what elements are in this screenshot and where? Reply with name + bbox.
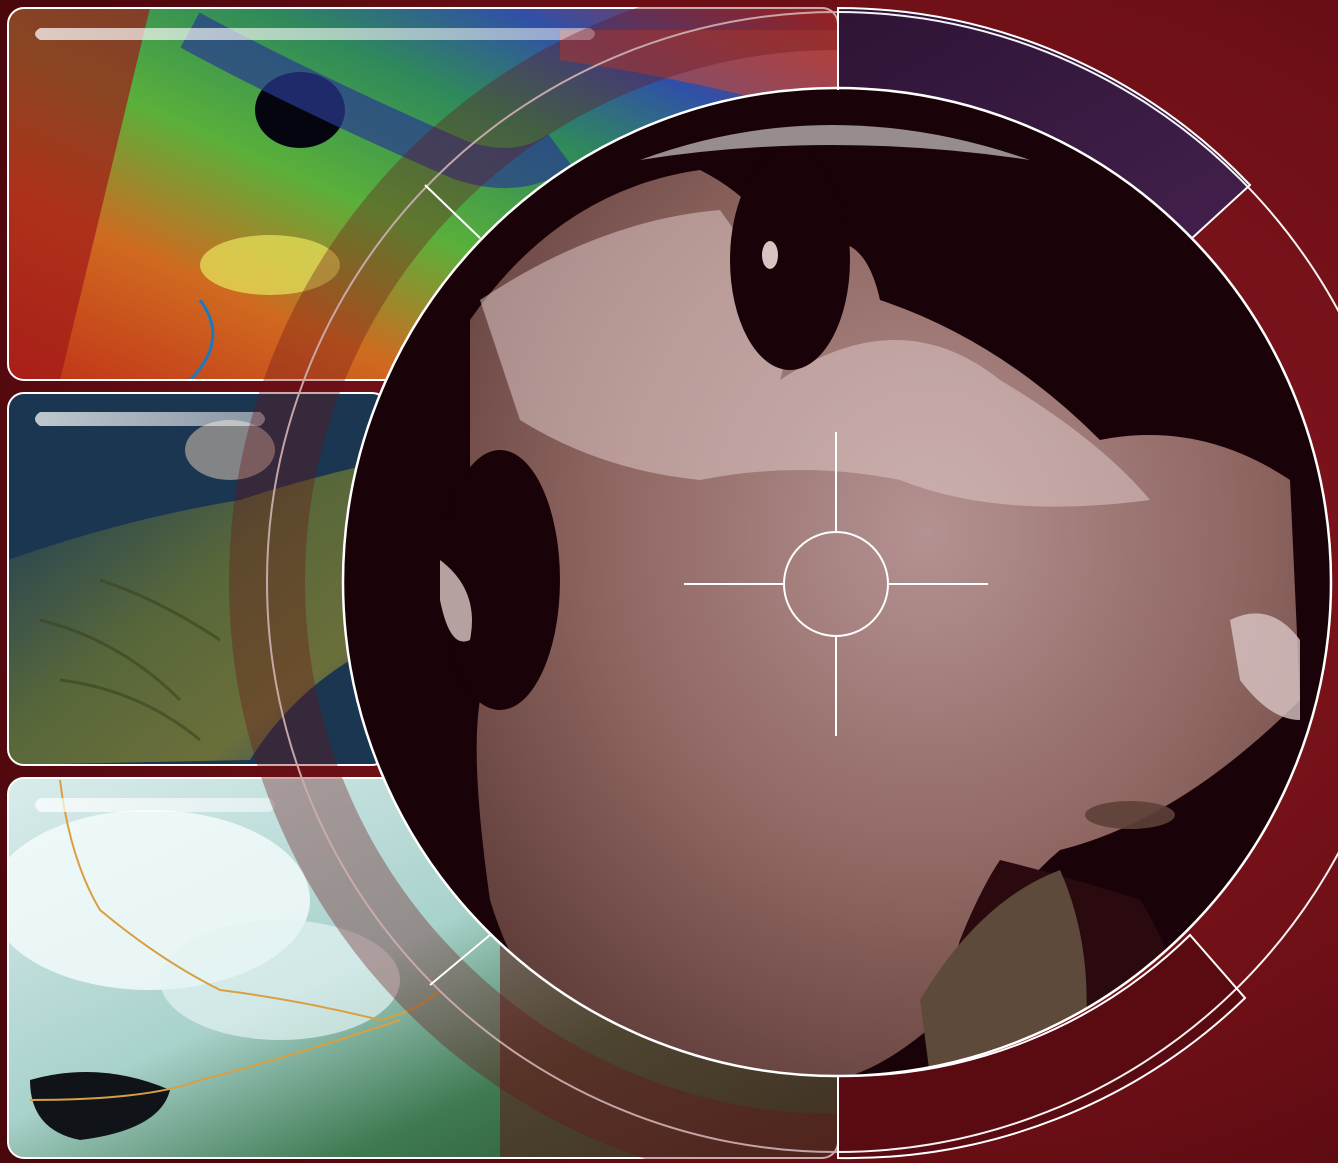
lower-right-arc-panel (837, 933, 1247, 1160)
gloss-highlight (35, 412, 265, 426)
crosshair-icon (684, 432, 988, 736)
gloss-highlight (35, 798, 275, 812)
gloss-highlight (35, 28, 595, 40)
main-globe-view (343, 88, 1331, 1076)
shaded-relief-panel (8, 393, 388, 765)
